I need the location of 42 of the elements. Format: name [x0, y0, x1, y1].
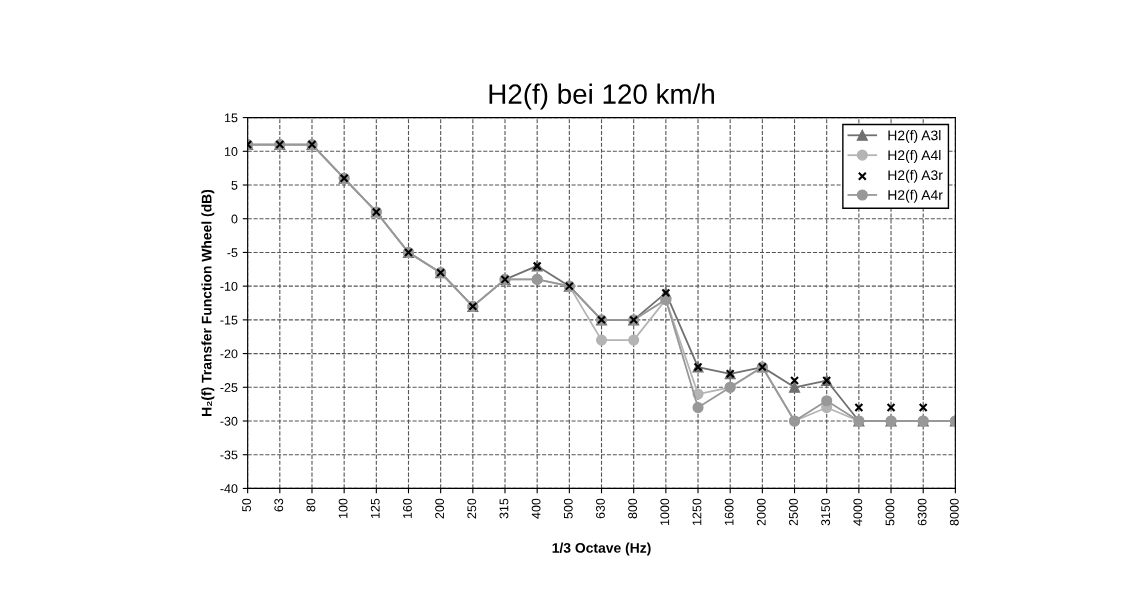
x-tick-label: 50: [242, 498, 251, 512]
x-tick-label: 63: [274, 498, 284, 512]
x-tick-label: 125: [370, 498, 380, 519]
legend-label: H2(f) A4l: [888, 149, 941, 163]
y-tick-label: -20: [220, 349, 238, 359]
chart-title: H2(f) bei 120 km/h: [489, 83, 714, 110]
x-tick-label: 8000: [949, 498, 959, 526]
x-tick-label: 500: [563, 498, 573, 519]
x-tick-label: 160: [403, 498, 412, 519]
x-tick-label: 1000: [660, 498, 670, 525]
x-tick-label: 5000: [885, 498, 895, 526]
y-tick-label: -5: [227, 248, 238, 258]
y-tick-label: -35: [220, 450, 238, 460]
x-tick-label: 630: [596, 498, 605, 519]
y-tick-label: 15: [224, 113, 238, 123]
x-tick-label: 315: [499, 498, 509, 519]
legend-label: H2(f) A3l: [888, 130, 941, 144]
x-tick-label: 4000: [853, 498, 863, 526]
x-tick-label: 1250: [692, 498, 702, 525]
x-tick-label: 2500: [789, 498, 798, 526]
x-tick-label: 800: [628, 498, 638, 519]
x-tick-label: 1600: [724, 498, 734, 525]
y-tick-label: -15: [220, 315, 238, 325]
x-tick-label: 250: [467, 498, 477, 519]
x-tick-label: 3150: [821, 498, 831, 526]
y-tick-label: -30: [220, 416, 238, 426]
y-tick-label: 5: [231, 180, 238, 190]
x-tick-label: 80: [306, 498, 316, 512]
y-tick-label: -25: [220, 383, 238, 392]
x-tick-label: 6300: [917, 498, 927, 526]
x-tick-label: 2000: [756, 498, 766, 526]
x-tick-label: 400: [531, 498, 541, 519]
x-axis-title: 1/3 Octave (Hz): [552, 542, 651, 556]
legend-label: H2(f) A4r: [888, 189, 943, 203]
y-tick-label: 0: [231, 214, 238, 224]
y-tick-label: -40: [220, 484, 238, 494]
x-tick-label: 200: [435, 498, 445, 519]
y-axis-title: H₂(f) Transfer Function Wheel (dB): [201, 189, 215, 416]
x-tick-label: 100: [338, 498, 348, 519]
y-tick-label: -10: [220, 281, 238, 291]
legend-label: H2(f) A3r: [888, 169, 943, 183]
y-tick-label: 10: [224, 147, 238, 156]
